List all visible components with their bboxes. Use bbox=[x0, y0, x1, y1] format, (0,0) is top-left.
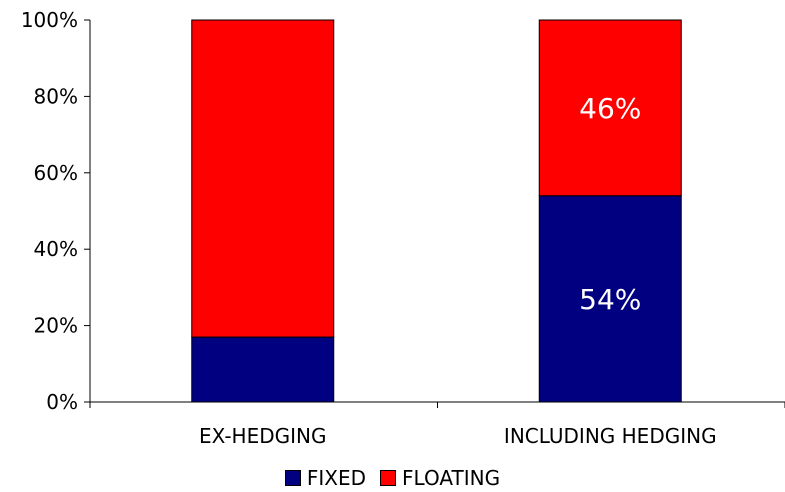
legend-label-fixed: FIXED bbox=[306, 466, 367, 490]
x-category-label: INCLUDING HEDGING bbox=[504, 424, 717, 448]
axes: 0% 20% 40% 60% 80% 100% bbox=[21, 8, 785, 414]
bar-fixed-1 bbox=[191, 336, 335, 403]
legend-item-fixed: FIXED bbox=[284, 466, 367, 490]
legend-swatch-fixed bbox=[284, 470, 301, 486]
labels: EX-HEDGING 54% 46% INCLUDING HEDGING bbox=[199, 92, 717, 448]
data-label: 46% bbox=[579, 92, 641, 125]
y-tick-label: 80% bbox=[34, 84, 78, 108]
y-tick-label: 40% bbox=[34, 237, 78, 261]
bar-floating-2 bbox=[538, 19, 682, 197]
y-tick-label: 0% bbox=[46, 390, 78, 414]
x-category-label: EX-HEDGING bbox=[199, 424, 327, 448]
y-tick-label: 20% bbox=[34, 314, 78, 338]
legend-swatch-floating bbox=[380, 470, 397, 486]
bar-fixed-2 bbox=[538, 195, 682, 403]
data-label: 54% bbox=[579, 283, 641, 316]
legend-label-floating: FLOATING bbox=[402, 466, 501, 490]
y-tick-label: 60% bbox=[34, 161, 78, 185]
bars bbox=[191, 19, 682, 403]
bar-floating-1 bbox=[191, 19, 335, 338]
y-tick-label: 100% bbox=[21, 8, 78, 32]
legend-item-floating: FLOATING bbox=[380, 466, 500, 490]
legend: FIXED FLOATING bbox=[0, 466, 785, 490]
